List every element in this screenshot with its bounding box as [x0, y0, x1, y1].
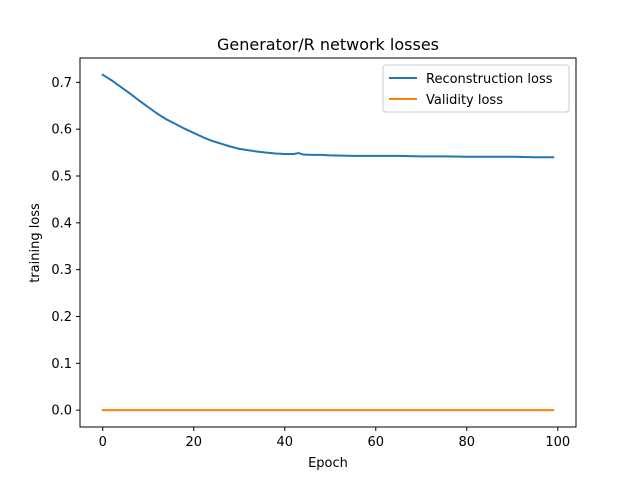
chart-title: Generator/R network losses	[217, 35, 439, 54]
series-line-1	[101, 73, 555, 159]
legend-label-1: Reconstruction loss	[426, 72, 553, 87]
legend-box	[382, 64, 570, 113]
y-tick-label: 0.1	[51, 357, 72, 372]
x-tick-label: 80	[459, 435, 476, 450]
x-tick-label: 60	[368, 435, 385, 450]
x-tick-label: 100	[545, 435, 570, 450]
x-tick-label: 40	[276, 435, 293, 450]
y-tick-label: 0.4	[51, 216, 72, 231]
y-tick-label: 0.5	[51, 170, 72, 185]
x-tick-label: 20	[185, 435, 202, 450]
y-tick-label: 0.7	[51, 76, 72, 91]
legend-label-2: Validity loss	[426, 93, 503, 108]
legend: Reconstruction loss Validity loss	[382, 64, 570, 113]
y-tick-label: 0.6	[51, 123, 72, 138]
y-tick-label: 0.2	[51, 310, 72, 325]
plot-area	[101, 73, 555, 412]
axes: 0 20 40 60 80 100 0.0 0.1 0.2 0.3 0.4 0.5 0.6 0.7	[51, 57, 577, 450]
x-axis-label: Epoch	[308, 456, 348, 471]
y-axis-label: training loss	[28, 203, 43, 283]
y-tick-label: 0.0	[51, 404, 72, 419]
x-tick-label: 0	[99, 435, 107, 450]
plot-frame	[79, 57, 577, 428]
y-tick-label: 0.3	[51, 263, 72, 278]
